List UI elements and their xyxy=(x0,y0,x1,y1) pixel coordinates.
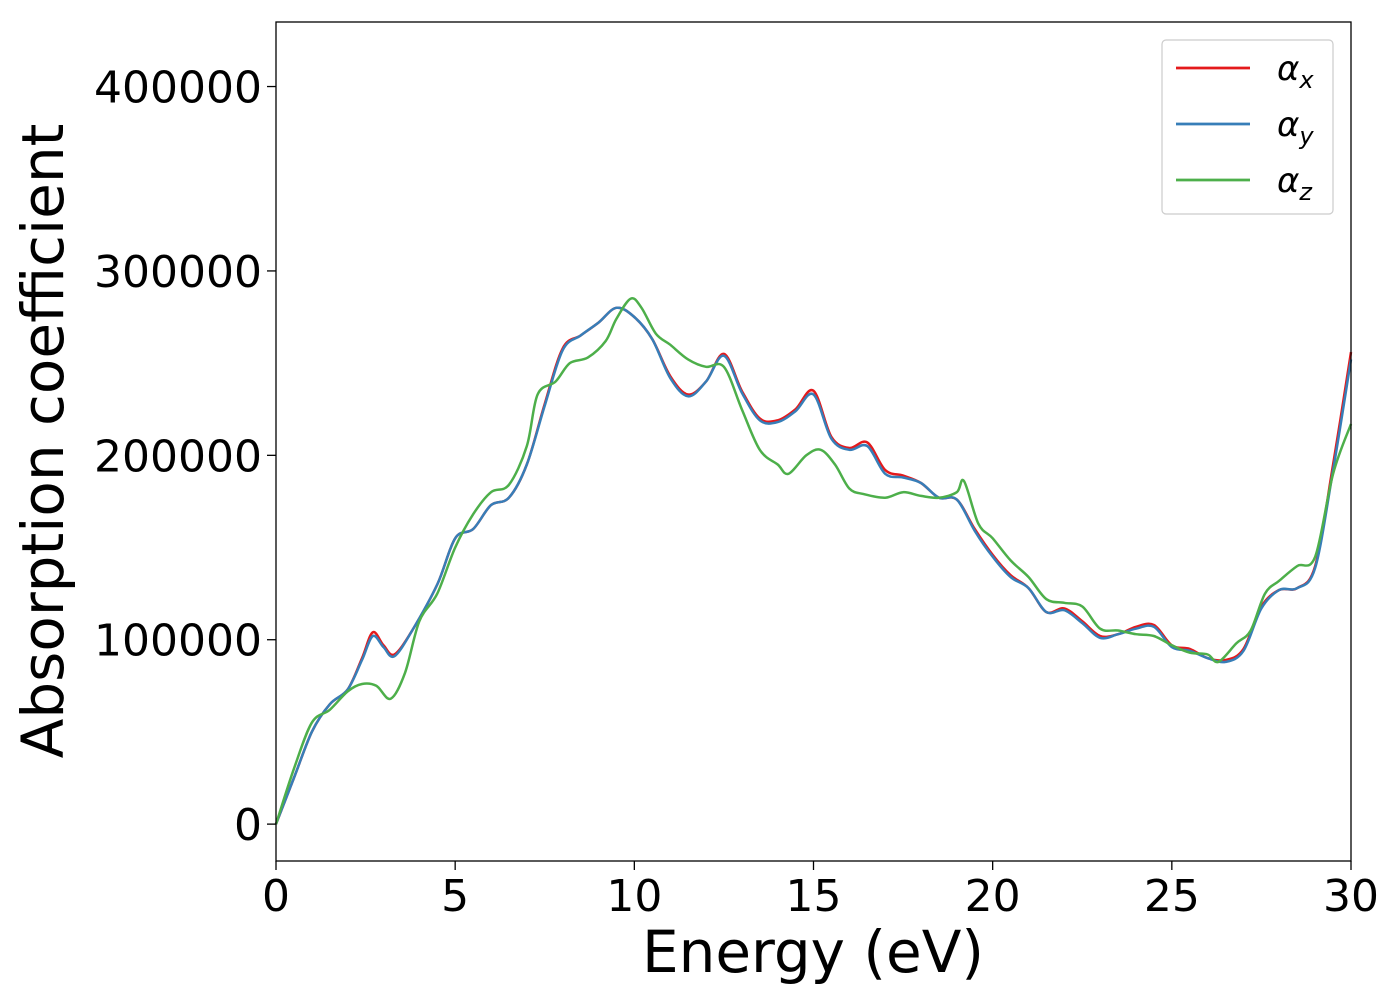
y-tick-label: 400000 xyxy=(94,63,262,114)
y-tick-label: 300000 xyxy=(94,247,262,298)
y-axis-title: Absorption coefficient xyxy=(9,124,77,759)
x-tick-label: 30 xyxy=(1323,871,1379,922)
x-axis: 0 5 10 15 20 25 30 xyxy=(262,861,1379,922)
y-tick-label: 0 xyxy=(234,800,262,851)
series-line-z xyxy=(274,296,1353,825)
x-tick-label: 5 xyxy=(441,871,469,922)
x-tick-label: 10 xyxy=(606,871,662,922)
x-tick-label: 0 xyxy=(262,871,290,922)
series-line-y xyxy=(274,306,1353,825)
legend-box xyxy=(1161,39,1334,215)
y-axis: 0 100000 200000 300000 400000 xyxy=(94,63,276,851)
x-tick-label: 15 xyxy=(786,871,842,922)
series-lines xyxy=(274,296,1353,825)
y-tick-label: 100000 xyxy=(94,616,262,667)
y-tick-label: 200000 xyxy=(94,431,262,482)
x-tick-label: 20 xyxy=(965,871,1021,922)
x-tick-label: 25 xyxy=(1144,871,1200,922)
x-axis-title: Energy (eV) xyxy=(642,918,984,986)
